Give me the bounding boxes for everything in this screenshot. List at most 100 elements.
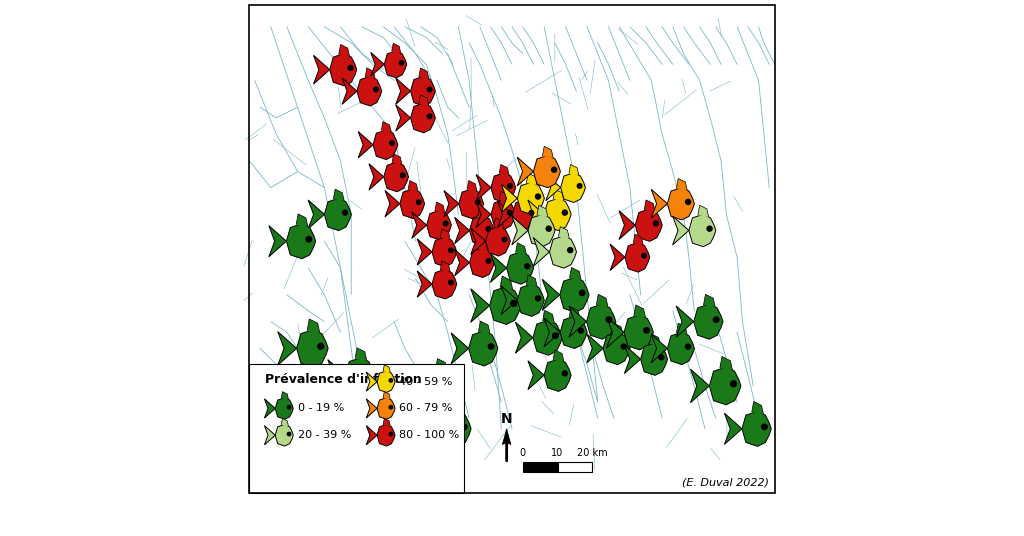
PathPatch shape [515, 322, 532, 353]
PathPatch shape [625, 242, 650, 272]
PathPatch shape [471, 289, 489, 322]
Circle shape [546, 226, 551, 231]
Circle shape [449, 280, 454, 285]
Circle shape [390, 141, 394, 145]
PathPatch shape [377, 425, 395, 446]
PathPatch shape [489, 287, 521, 324]
PathPatch shape [339, 44, 349, 56]
PathPatch shape [383, 392, 390, 399]
PathPatch shape [544, 318, 560, 347]
PathPatch shape [392, 154, 402, 165]
PathPatch shape [544, 198, 571, 230]
PathPatch shape [512, 199, 538, 229]
PathPatch shape [384, 162, 409, 192]
PathPatch shape [369, 163, 384, 190]
PathPatch shape [610, 244, 625, 271]
PathPatch shape [720, 356, 732, 370]
PathPatch shape [677, 323, 687, 335]
Circle shape [762, 424, 767, 429]
PathPatch shape [558, 227, 569, 239]
Text: N: N [501, 412, 512, 426]
PathPatch shape [542, 279, 560, 310]
PathPatch shape [651, 189, 668, 218]
PathPatch shape [269, 226, 287, 257]
PathPatch shape [342, 78, 357, 105]
PathPatch shape [383, 365, 390, 373]
PathPatch shape [355, 348, 367, 361]
PathPatch shape [441, 411, 471, 446]
Circle shape [400, 173, 406, 177]
PathPatch shape [498, 201, 512, 228]
Circle shape [306, 236, 311, 242]
PathPatch shape [377, 371, 395, 392]
PathPatch shape [526, 275, 538, 287]
PathPatch shape [490, 199, 516, 229]
Circle shape [462, 424, 467, 429]
PathPatch shape [676, 306, 693, 337]
Circle shape [343, 210, 347, 215]
PathPatch shape [596, 294, 608, 307]
PathPatch shape [500, 191, 509, 202]
PathPatch shape [517, 284, 545, 316]
PathPatch shape [569, 267, 582, 280]
Text: 40 - 59 %: 40 - 59 % [399, 377, 453, 386]
PathPatch shape [697, 205, 709, 217]
Circle shape [508, 184, 512, 188]
PathPatch shape [543, 146, 553, 158]
PathPatch shape [334, 189, 344, 201]
FancyBboxPatch shape [250, 364, 464, 493]
PathPatch shape [411, 76, 435, 106]
PathPatch shape [673, 216, 689, 245]
PathPatch shape [612, 323, 623, 335]
PathPatch shape [432, 237, 457, 267]
PathPatch shape [635, 209, 663, 241]
PathPatch shape [313, 55, 330, 84]
Circle shape [536, 194, 541, 199]
Circle shape [529, 211, 534, 215]
Text: Prévalence d'infection: Prévalence d'infection [265, 373, 422, 386]
PathPatch shape [501, 286, 517, 315]
PathPatch shape [409, 181, 418, 191]
PathPatch shape [455, 249, 470, 276]
PathPatch shape [373, 130, 397, 160]
Circle shape [524, 264, 529, 269]
Circle shape [580, 290, 585, 295]
PathPatch shape [476, 174, 490, 201]
PathPatch shape [264, 399, 275, 418]
PathPatch shape [649, 334, 660, 346]
PathPatch shape [543, 310, 554, 323]
PathPatch shape [494, 218, 504, 229]
Circle shape [348, 65, 353, 70]
Text: 20 km: 20 km [578, 448, 607, 458]
Text: 0: 0 [519, 448, 525, 458]
PathPatch shape [278, 332, 297, 365]
PathPatch shape [553, 189, 564, 201]
PathPatch shape [537, 205, 548, 217]
Text: 0 - 19 %: 0 - 19 % [298, 404, 344, 413]
PathPatch shape [512, 216, 528, 245]
PathPatch shape [546, 174, 561, 201]
PathPatch shape [328, 360, 345, 391]
PathPatch shape [560, 277, 589, 312]
PathPatch shape [625, 345, 641, 374]
PathPatch shape [367, 426, 377, 445]
PathPatch shape [532, 320, 562, 355]
PathPatch shape [399, 189, 425, 219]
PathPatch shape [651, 334, 668, 363]
PathPatch shape [467, 181, 477, 191]
Circle shape [449, 248, 454, 252]
PathPatch shape [440, 261, 451, 272]
PathPatch shape [710, 367, 741, 405]
PathPatch shape [752, 401, 764, 414]
PathPatch shape [435, 359, 447, 371]
PathPatch shape [500, 276, 513, 290]
PathPatch shape [500, 165, 509, 175]
PathPatch shape [644, 200, 655, 212]
PathPatch shape [275, 425, 293, 446]
PathPatch shape [742, 411, 771, 446]
Circle shape [317, 344, 324, 349]
PathPatch shape [668, 188, 694, 220]
PathPatch shape [371, 53, 384, 76]
Text: 60 - 79 %: 60 - 79 % [399, 404, 453, 413]
PathPatch shape [417, 239, 432, 265]
